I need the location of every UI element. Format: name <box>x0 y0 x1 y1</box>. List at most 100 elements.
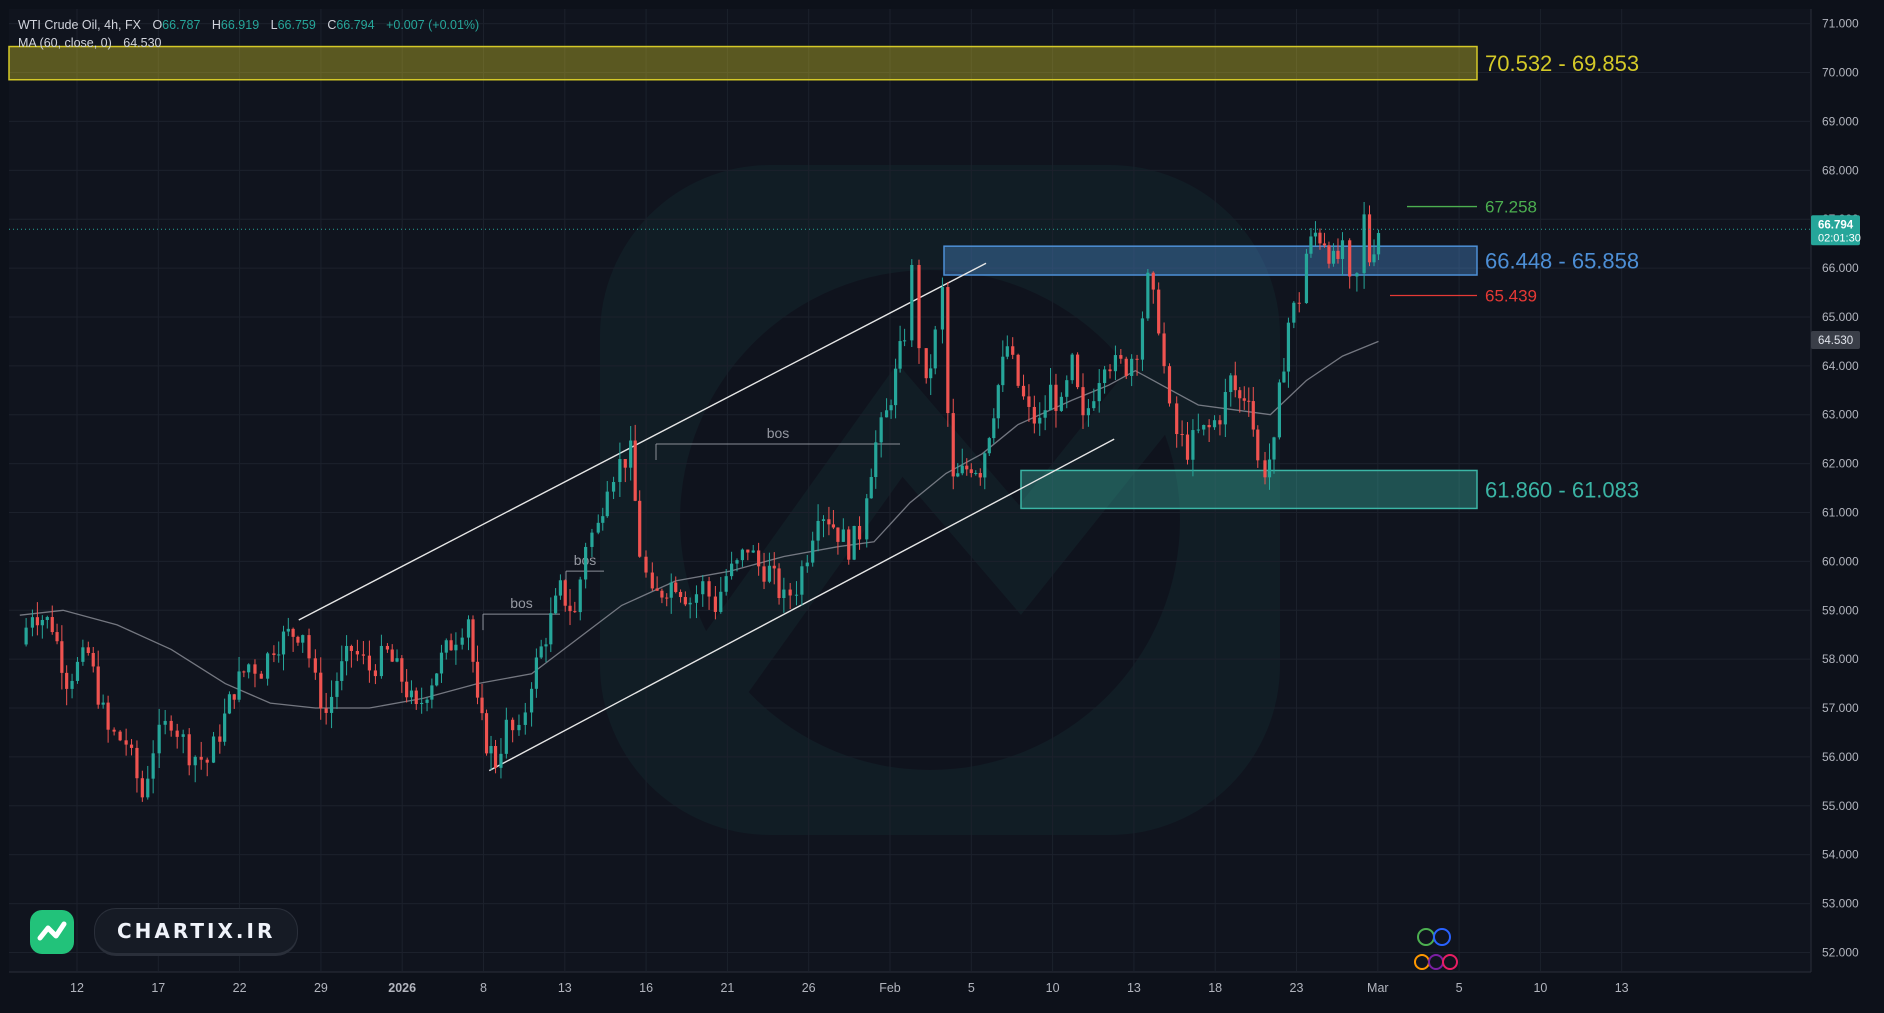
channel-upper-line[interactable] <box>298 262 987 621</box>
candle-body <box>96 666 100 705</box>
price-tick-label: 66.000 <box>1822 261 1859 275</box>
event-markers[interactable] <box>1414 928 1458 970</box>
candle-body <box>40 619 44 626</box>
candle-body <box>1277 382 1282 438</box>
candle-body <box>157 724 161 754</box>
supply-zone[interactable] <box>8 45 1478 81</box>
candle-body <box>1065 380 1069 397</box>
candle-body <box>24 627 28 645</box>
candle-body <box>811 540 815 563</box>
price-tick-label: 60.000 <box>1822 554 1859 568</box>
candle-body <box>740 549 745 561</box>
candle-body <box>379 645 384 677</box>
chartix-logo-icon <box>30 910 74 954</box>
candle-body <box>1086 408 1090 416</box>
candle-body <box>884 410 889 418</box>
candle-body <box>124 740 128 745</box>
candle-body <box>1146 272 1150 319</box>
ma-price-value: 64.530 <box>1818 335 1853 347</box>
time-tick-label: 5 <box>968 981 975 995</box>
event-icon[interactable] <box>1433 928 1451 946</box>
demand-zone[interactable] <box>1020 469 1478 510</box>
candle-body <box>633 440 637 501</box>
candle-body <box>511 719 515 731</box>
candle-body <box>836 527 840 542</box>
price-levels: 67.258 65.439 <box>1390 198 1537 306</box>
event-icon[interactable] <box>1442 954 1458 970</box>
candle-body <box>101 702 105 705</box>
demand-zone-label: 61.860 - 61.083 <box>1485 477 1639 502</box>
candle-body <box>291 628 295 637</box>
candle-body <box>788 589 792 596</box>
time-tick-label: 5 <box>1456 981 1463 995</box>
candle-body <box>956 473 960 477</box>
candle-body <box>816 520 820 541</box>
candle-body <box>329 696 334 713</box>
chart-legend: WTI Crude Oil, 4h, FX O66.787 H66.919 L6… <box>18 16 479 52</box>
bos-label: bos <box>767 425 790 441</box>
candle-body <box>992 418 996 439</box>
candle-body <box>129 744 134 748</box>
time-axis[interactable]: 12 17 22 29 2026 8 13 16 21 26 Feb 5 10 13 18 23 Mar 5 10 1… <box>70 981 1629 995</box>
candle-body <box>678 591 683 598</box>
candle-body <box>1263 460 1267 478</box>
time-tick-label: 26 <box>802 981 816 995</box>
price-tick-label: 57.000 <box>1822 701 1859 715</box>
candle-body <box>735 560 739 564</box>
candle-body <box>319 672 323 709</box>
price-axis[interactable]: 71.00070.00069.00068.00067.00066.00065.0… <box>1822 17 1859 960</box>
candle-body <box>227 694 232 714</box>
candle-body <box>86 647 90 653</box>
price-tick-label: 65.000 <box>1822 310 1859 324</box>
candle-body <box>1367 214 1372 263</box>
candle-body <box>762 566 766 582</box>
candle-body <box>45 617 49 620</box>
candle-body <box>1038 417 1042 424</box>
candle-body <box>281 631 286 655</box>
candle-body <box>1251 401 1255 430</box>
brand-watermark: CHARTIX.IR <box>30 908 299 956</box>
candle-body <box>1075 354 1080 388</box>
candlestick-series <box>24 202 1381 802</box>
candle-body <box>869 477 873 499</box>
candle-body <box>349 645 353 651</box>
ma-price-tag <box>1811 330 1860 349</box>
low-label: L <box>270 18 278 32</box>
candle-body <box>1256 429 1260 461</box>
candle-body <box>1167 366 1172 404</box>
candle-body <box>140 778 144 798</box>
candle-body <box>232 694 236 700</box>
candle-body <box>475 661 480 698</box>
price-zones: 70.532 - 69.853 66.448 - 65.858 61.860 - 6… <box>8 45 1639 510</box>
candle-body <box>205 759 209 763</box>
candle-body <box>757 550 761 567</box>
candle-body <box>301 635 305 643</box>
candle-body <box>534 657 538 689</box>
price-tick-label: 61.000 <box>1822 505 1859 519</box>
candle-body <box>549 613 553 645</box>
candle-body <box>1336 250 1340 259</box>
candle-body <box>390 649 394 662</box>
candle-body <box>1180 434 1184 436</box>
candle-body <box>1185 434 1190 460</box>
candle-body <box>247 664 251 673</box>
close-label: C <box>327 18 337 32</box>
candle-body <box>638 500 642 557</box>
candle-body <box>106 702 110 730</box>
candle-body <box>1322 243 1327 246</box>
close-value: 66.794 <box>336 18 375 32</box>
time-tick-label: 10 <box>1533 981 1547 995</box>
candle-body <box>1233 375 1237 391</box>
symbol-title[interactable]: WTI Crude Oil, 4h, FX <box>18 18 141 32</box>
price-tick-label: 54.000 <box>1822 848 1859 862</box>
candle-body <box>940 287 945 330</box>
candle-body <box>568 605 572 612</box>
resistance-zone[interactable] <box>943 245 1478 276</box>
candle-body <box>1297 302 1301 304</box>
candle-body <box>373 670 378 677</box>
candle-body <box>65 672 69 689</box>
candle-body <box>558 580 563 596</box>
indicator-row[interactable]: MA (60, close, 0) 64.530 <box>18 34 479 52</box>
